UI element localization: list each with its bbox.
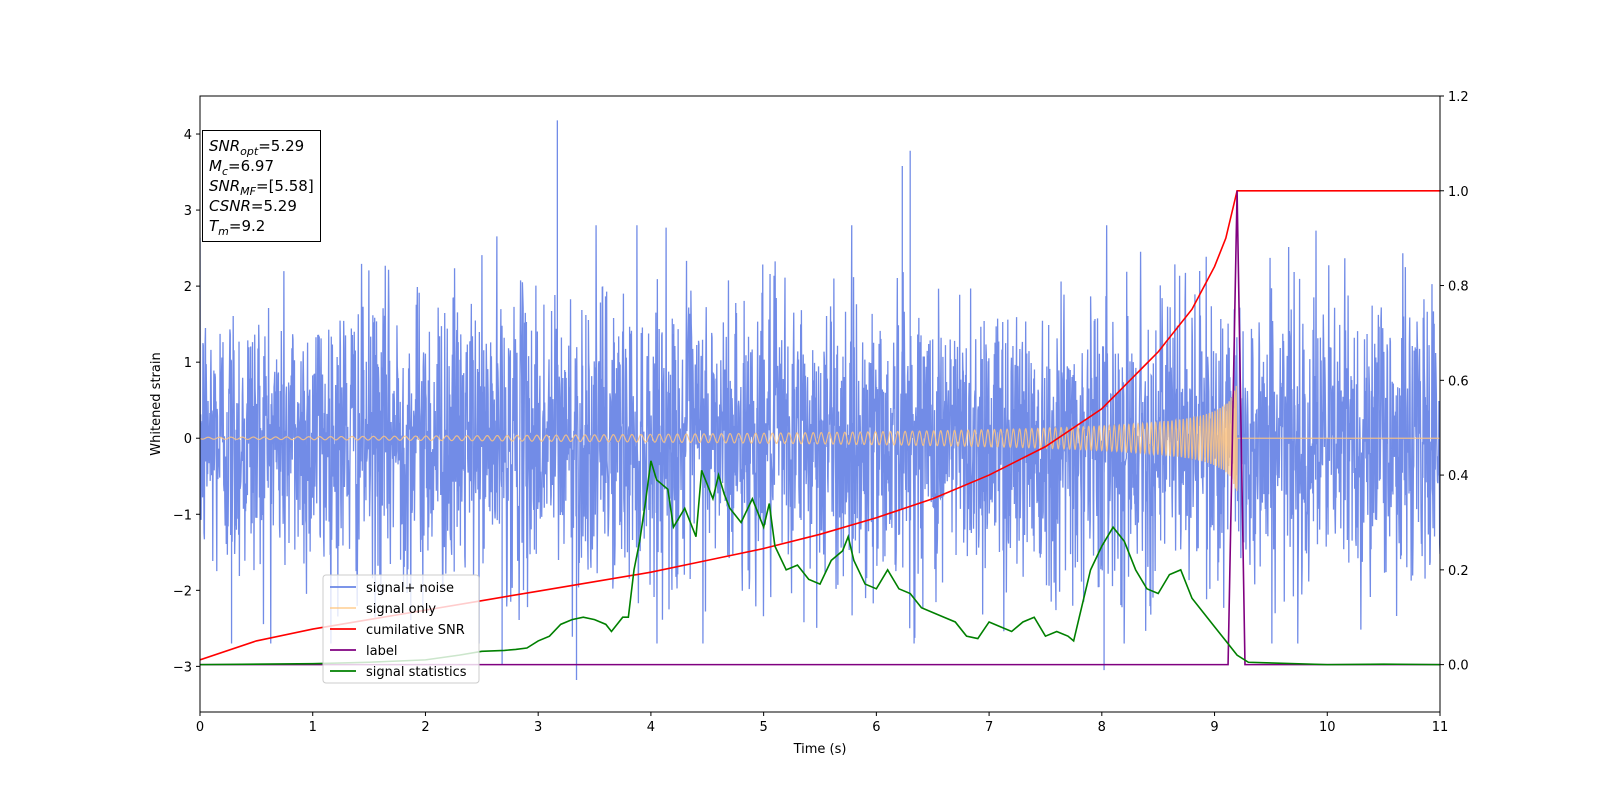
legend-label: label [366,644,397,659]
y2-tick-label: 0.6 [1448,374,1469,389]
legend-label: signal only [366,602,436,617]
x-tick-label: 9 [1210,720,1218,735]
y2-tick-label: 0.2 [1448,564,1469,579]
annotation-tm: Tm=9.2 [209,217,266,238]
y-tick-label: 1 [184,356,192,371]
y-tick-label: −1 [173,508,192,523]
y-tick-label: −2 [173,584,192,599]
y2-tick-label: 0.8 [1448,280,1469,295]
y-tick-label: 0 [184,432,192,447]
x-tick-label: 2 [421,720,429,735]
signal-statistics-line [200,460,1440,666]
y-tick-label: 2 [184,280,192,295]
legend-label: cumilative SNR [366,623,465,638]
annotation-box: SNRopt=5.29 Mc=6.97 SNRMF=[5.58] CSNR=5.… [202,130,321,242]
x-tick-label: 4 [647,720,655,735]
x-axis-ticks: 0 1 2 3 4 5 6 7 8 9 10 11 [196,712,1448,735]
legend: signal+ noise signal only cumilative SNR la… [322,574,480,684]
signal-only-line [200,385,1440,492]
y2-axis-ticks: 1.2 1.0 0.8 0.6 0.4 0.2 0.0 [1440,90,1469,674]
annotation-mc: Mc=6.97 [209,157,274,178]
x-tick-label: 5 [759,720,767,735]
y-tick-label: −3 [173,660,192,675]
annotation-csnr: CSNR=5.29 [209,197,297,215]
legend-label: signal statistics [366,665,467,680]
y-axis-ticks: 4 3 2 1 0 −1 −2 −3 [173,128,200,675]
signal-noise-line [200,120,1440,681]
y2-tick-label: 1.0 [1448,185,1469,200]
legend-frame [322,574,480,684]
x-tick-label: 8 [1098,720,1106,735]
x-tick-label: 11 [1432,720,1449,735]
y-tick-label: 4 [184,128,192,143]
annotation-snr-mf: SNRMF=[5.58] [209,177,314,198]
annotation-snr-opt: SNRopt=5.29 [209,137,305,158]
y-axis-label: Whitened strain [149,352,164,455]
y2-tick-label: 1.2 [1448,90,1469,105]
x-axis-label: Time (s) [793,742,847,757]
y-tick-label: 3 [184,204,192,219]
y2-tick-label: 0.4 [1448,469,1469,484]
x-tick-label: 10 [1319,720,1336,735]
x-tick-label: 3 [534,720,542,735]
x-tick-label: 6 [872,720,880,735]
signal-only-series [200,385,1440,492]
y2-tick-label: 0.0 [1448,659,1469,674]
plot-frame [199,95,1441,713]
signal-noise-series [200,120,1440,681]
x-tick-label: 0 [196,720,204,735]
legend-label: signal+ noise [366,581,454,596]
x-tick-label: 1 [309,720,317,735]
x-tick-label: 7 [985,720,993,735]
